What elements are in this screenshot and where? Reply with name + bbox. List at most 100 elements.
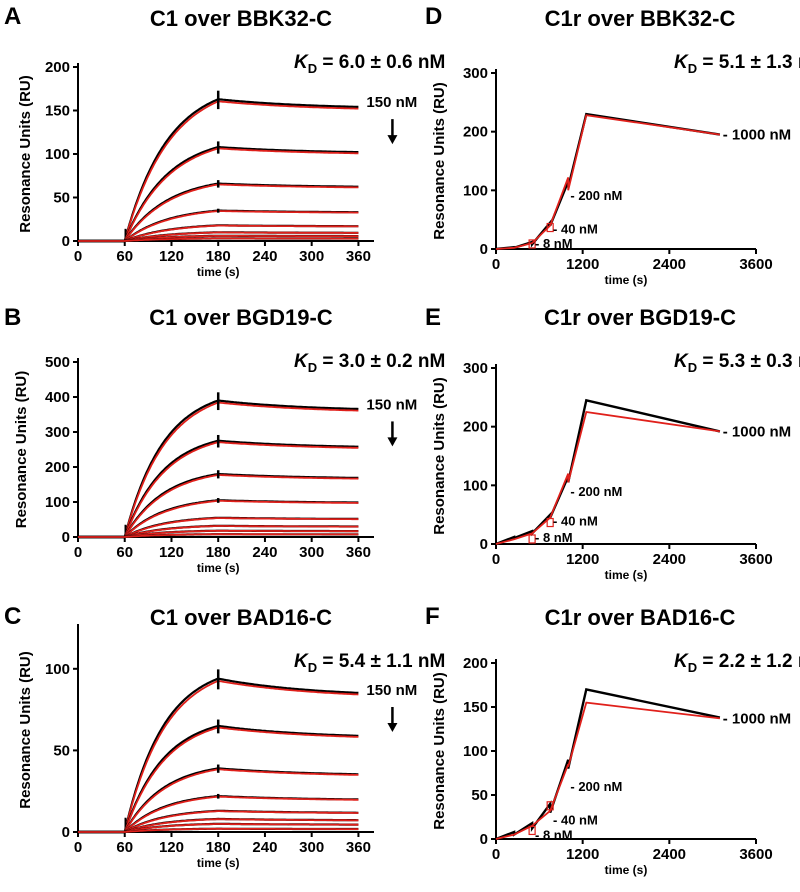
fit-curve — [78, 827, 359, 833]
y-tick-label: 100 — [463, 182, 488, 199]
x-tick-label: 0 — [492, 551, 500, 568]
data-curve — [78, 98, 359, 243]
x-tick-label: 360 — [346, 544, 371, 561]
x-tick-label: 180 — [206, 248, 231, 265]
y-axis-label: Resonance Units (RU) — [431, 672, 448, 830]
x-axis-label: time (s) — [605, 273, 648, 287]
x-tick-label: 360 — [346, 839, 371, 856]
panel-title: C1 over BBK32-C — [150, 6, 332, 31]
y-tick-label: 100 — [45, 146, 70, 163]
kd-subscript: D — [688, 660, 697, 675]
kd-text: = 6.0 ± 0.6 nM — [317, 52, 445, 73]
y-tick-label: 200 — [463, 655, 488, 672]
kd-symbol: K — [294, 351, 309, 372]
y-tick-label: 400 — [45, 389, 70, 406]
x-tick-label: 240 — [252, 544, 277, 561]
concentration-label: - 40 nM — [553, 813, 598, 828]
fit-curve — [78, 237, 359, 242]
step-marker — [546, 222, 554, 233]
concentration-label: - 1000 nM — [723, 423, 791, 440]
x-tick-label: 180 — [206, 544, 231, 561]
fit-curve — [78, 533, 359, 538]
x-axis-label: time (s) — [605, 568, 648, 582]
y-axis-label: Resonance Units (RU) — [17, 651, 34, 809]
kd-symbol: K — [294, 651, 309, 672]
y-tick-label: 0 — [480, 536, 488, 553]
data-curve — [78, 472, 359, 539]
data-curve — [78, 794, 359, 834]
kd-subscript: D — [308, 360, 317, 375]
x-tick-label: 3600 — [739, 551, 772, 568]
y-tick-label: 100 — [463, 743, 488, 760]
kd-value: KD = 6.0 ± 0.6 nM — [294, 52, 445, 76]
x-tick-label: 60 — [116, 839, 133, 856]
panel-a: A C1 over BBK32-CKD = 6.0 ± 0.6 nM0501001… — [4, 3, 445, 279]
step-marker — [528, 534, 536, 544]
panel-title: C1 over BGD19-C — [149, 305, 333, 330]
x-tick-label: 2400 — [653, 256, 686, 273]
x-tick-label: 2400 — [653, 846, 686, 863]
x-tick-label: 0 — [492, 256, 500, 273]
y-axis-label: Resonance Units (RU) — [431, 377, 448, 535]
fit-curve — [78, 679, 359, 833]
y-tick-label: 50 — [53, 190, 70, 207]
kd-symbol: K — [674, 52, 689, 73]
data-curve — [495, 398, 721, 546]
fit-curve — [78, 726, 359, 833]
kd-text: = 3.0 ± 0.2 nM — [317, 351, 445, 372]
y-tick-label: 150 — [463, 699, 488, 716]
x-tick-label: 300 — [299, 544, 324, 561]
kd-text: = 5.4 ± 1.1 nM — [317, 651, 445, 672]
y-tick-label: 0 — [480, 241, 488, 258]
y-axis-label: Resonance Units (RU) — [431, 82, 448, 240]
x-tick-label: 60 — [116, 544, 133, 561]
y-tick-label: 0 — [62, 529, 70, 546]
panel-title: C1r over BGD19-C — [544, 305, 736, 330]
y-tick-label: 500 — [45, 354, 70, 371]
y-tick-label: 200 — [463, 419, 488, 436]
x-tick-label: 360 — [346, 248, 371, 265]
fit-curve — [495, 114, 721, 250]
x-tick-label: 180 — [206, 839, 231, 856]
y-tick-label: 200 — [463, 124, 488, 141]
panel-c: C C1 over BAD16-C KD = 5.4 ± 1.1 nM 0 50 100 0… — [4, 603, 445, 870]
x-axis-label: time (s) — [197, 856, 240, 870]
fit-curve — [78, 100, 359, 242]
x-tick-label: 60 — [116, 248, 133, 265]
kd-symbol: K — [674, 651, 689, 672]
data-curve — [78, 399, 359, 539]
x-tick-label: 0 — [74, 839, 82, 856]
x-tick-label: 240 — [252, 248, 277, 265]
y-tick-label: 300 — [463, 65, 488, 82]
arrow-down-icon — [387, 437, 398, 447]
y-tick-label: 100 — [463, 477, 488, 494]
panel-f: F C1r over BAD16-C KD = 2.2 ± 1.2 nM 0 50 100… — [425, 603, 800, 877]
concentration-label: - 40 nM — [553, 221, 598, 236]
y-tick-label: 100 — [45, 494, 70, 511]
fit-curve — [78, 768, 359, 833]
step-marker — [546, 801, 554, 811]
concentration-label: 150 nM — [366, 94, 417, 111]
x-axis-label: time (s) — [197, 561, 240, 575]
kd-subscript: D — [688, 61, 697, 76]
fit-curve — [78, 795, 359, 833]
x-tick-label: 120 — [159, 839, 184, 856]
data-curve — [495, 687, 721, 841]
x-tick-label: 240 — [252, 839, 277, 856]
kd-text: = 5.3 ± 0.3 nM — [697, 351, 800, 372]
arrow-down-icon — [387, 723, 398, 733]
x-tick-label: 300 — [299, 839, 324, 856]
kd-value: KD = 5.1 ± 1.3 nM — [674, 52, 800, 76]
y-tick-label: 200 — [45, 59, 70, 76]
concentration-label: - 1000 nM — [723, 127, 791, 144]
fit-curve — [495, 701, 721, 840]
y-tick-label: 300 — [463, 360, 488, 377]
x-tick-label: 120 — [159, 544, 184, 561]
concentration-label: - 200 nM — [570, 188, 622, 203]
concentration-label: 150 nM — [366, 396, 417, 413]
x-tick-label: 0 — [74, 544, 82, 561]
x-axis-label: time (s) — [605, 863, 648, 877]
x-tick-label: 300 — [299, 248, 324, 265]
